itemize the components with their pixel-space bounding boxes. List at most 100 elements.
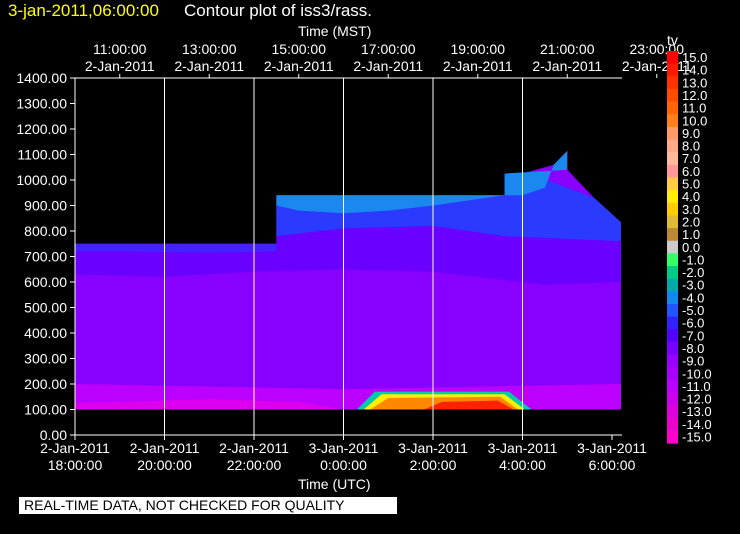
- colorbar-swatch: [667, 329, 678, 343]
- colorbar-swatch: [667, 240, 678, 254]
- colorbar-swatch: [667, 164, 678, 178]
- colorbar-swatch: [667, 152, 678, 166]
- x-tick-date: 2-Jan-2011: [130, 440, 200, 456]
- colorbar-swatch: [667, 76, 678, 90]
- colorbar-label-value: -12.0: [682, 392, 712, 407]
- colorbar-label-value: 6.0: [682, 164, 700, 179]
- y-tick-label: 500.00: [24, 300, 67, 316]
- y-tick-label: 1300.00: [16, 96, 67, 112]
- contour-region-bluecap-right: [504, 150, 568, 196]
- colorbar-swatch: [667, 63, 678, 77]
- colorbar-swatch: [667, 405, 678, 419]
- colorbar-label-value: 3.0: [682, 202, 700, 217]
- colorbar-label-value: 7.0: [682, 151, 700, 166]
- colorbar-swatch: [667, 114, 678, 128]
- colorbar-swatch: [667, 88, 678, 103]
- colorbar-label-value: -3.0: [682, 278, 704, 293]
- colorbar-label-value: -7.0: [682, 328, 704, 343]
- colorbar-label-value: 2.0: [682, 214, 700, 229]
- colorbar-swatch: [667, 51, 678, 65]
- bottom-axis-title: Time (UTC): [298, 476, 371, 492]
- colorbar-label-value: -4.0: [682, 290, 704, 305]
- top-tick-time: 19:00:00: [451, 41, 506, 57]
- plot-title: Contour plot of iss3/rass.: [184, 1, 373, 20]
- colorbar-swatch: [667, 304, 678, 318]
- colorbar-label-value: -15.0: [682, 430, 712, 445]
- x-tick-date: 3-Jan-2011: [488, 440, 558, 456]
- colorbar-swatch: [667, 126, 678, 141]
- colorbar-label-value: 13.0: [682, 75, 707, 90]
- y-tick-label: 600.00: [24, 274, 67, 290]
- colorbar-label-value: 8.0: [682, 139, 700, 154]
- top-tick-time: 17:00:00: [361, 41, 416, 57]
- x-tick-time: 18:00:00: [48, 457, 103, 473]
- top-tick-time: 11:00:00: [93, 41, 147, 57]
- plot-date: 3-jan-2011,06:00:00: [8, 1, 159, 20]
- contour-region-blue-left-top: [75, 243, 277, 253]
- colorbar-swatch: [667, 291, 678, 305]
- colorbar-label-value: 0.0: [682, 240, 700, 255]
- colorbar-swatch: [667, 379, 678, 394]
- x-tick-date: 2-Jan-2011: [219, 440, 289, 456]
- x-tick-time: 20:00:00: [137, 457, 192, 473]
- colorbar-label-value: 4.0: [682, 189, 700, 204]
- colorbar-label-value: -11.0: [682, 379, 711, 394]
- colorbar-label-value: -6.0: [682, 316, 704, 331]
- colorbar-swatch: [667, 202, 678, 216]
- x-tick-date: 3-Jan-2011: [398, 440, 468, 456]
- colorbar-swatch: [667, 278, 678, 292]
- colorbar-label-value: -9.0: [682, 354, 704, 369]
- colorbar-label-value: -8.0: [682, 341, 704, 356]
- grid-lines: [164, 78, 523, 435]
- x-tick-time: 22:00:00: [227, 457, 282, 473]
- y-tick-label: 400.00: [24, 325, 67, 341]
- colorbar-label-value: 9.0: [682, 126, 700, 141]
- colorbar-label-value: 5.0: [682, 177, 700, 192]
- x-tick-date: 3-Jan-2011: [309, 440, 379, 456]
- y-tick-label: 300.00: [24, 351, 67, 367]
- colorbar-swatch: [667, 253, 678, 267]
- y-tick-label: 1400.00: [16, 70, 67, 86]
- contour-region-pink-bottom: [75, 399, 344, 410]
- colorbar-swatch: [667, 228, 678, 242]
- colorbar-swatch: [667, 266, 678, 280]
- y-tick-label: 900.00: [24, 198, 67, 214]
- y-tick-label: 1100.00: [17, 147, 67, 163]
- top-tick-date: 2-Jan-2011: [353, 58, 423, 74]
- colorbar-label-value: -2.0: [682, 265, 704, 280]
- colorbar-swatch: [667, 417, 678, 431]
- colorbar-swatch: [667, 354, 678, 368]
- contour-region-red-core: [424, 400, 514, 410]
- x-tick-date: 3-Jan-2011: [577, 440, 647, 456]
- top-tick-date: 2-Jan-2011: [264, 58, 334, 74]
- x-tick-time: 6:00:00: [589, 457, 636, 473]
- x-tick-time: 4:00:00: [499, 457, 546, 473]
- colorbar-label-value: 14.0: [682, 63, 707, 78]
- colorbar-label-value: -1.0: [682, 252, 704, 267]
- y-tick-label: 100.00: [24, 402, 67, 418]
- y-tick-label: 200.00: [24, 376, 67, 392]
- colorbar-label-value: 11.0: [682, 101, 706, 116]
- colorbar-swatch: [667, 139, 678, 153]
- colorbar-label: tv: [667, 32, 678, 48]
- colorbar-swatch: [667, 316, 678, 330]
- colorbar-swatch: [667, 177, 678, 191]
- top-tick-date: 2-Jan-2011: [532, 58, 602, 74]
- colorbar-swatch: [667, 392, 678, 406]
- colorbar-swatch: [667, 341, 678, 356]
- contour-region-light-blue-top: [276, 195, 505, 214]
- top-tick-date: 2-Jan-2011: [443, 58, 513, 74]
- top-tick-time: 21:00:00: [540, 41, 595, 57]
- colorbar-swatch: [667, 430, 678, 444]
- colorbar-swatch: [667, 367, 678, 381]
- top-tick-time: 15:00:00: [272, 41, 327, 57]
- x-tick-time: 2:00:00: [410, 457, 457, 473]
- colorbar-swatch: [667, 215, 678, 229]
- x-tick-time: 0:00:00: [320, 457, 367, 473]
- top-tick-time: 13:00:00: [182, 41, 237, 57]
- colorbar-label-value: 10.0: [682, 113, 707, 128]
- colorbar-label-value: 1.0: [682, 227, 700, 242]
- y-tick-label: 0.00: [40, 427, 67, 443]
- contour-fills: [75, 78, 621, 435]
